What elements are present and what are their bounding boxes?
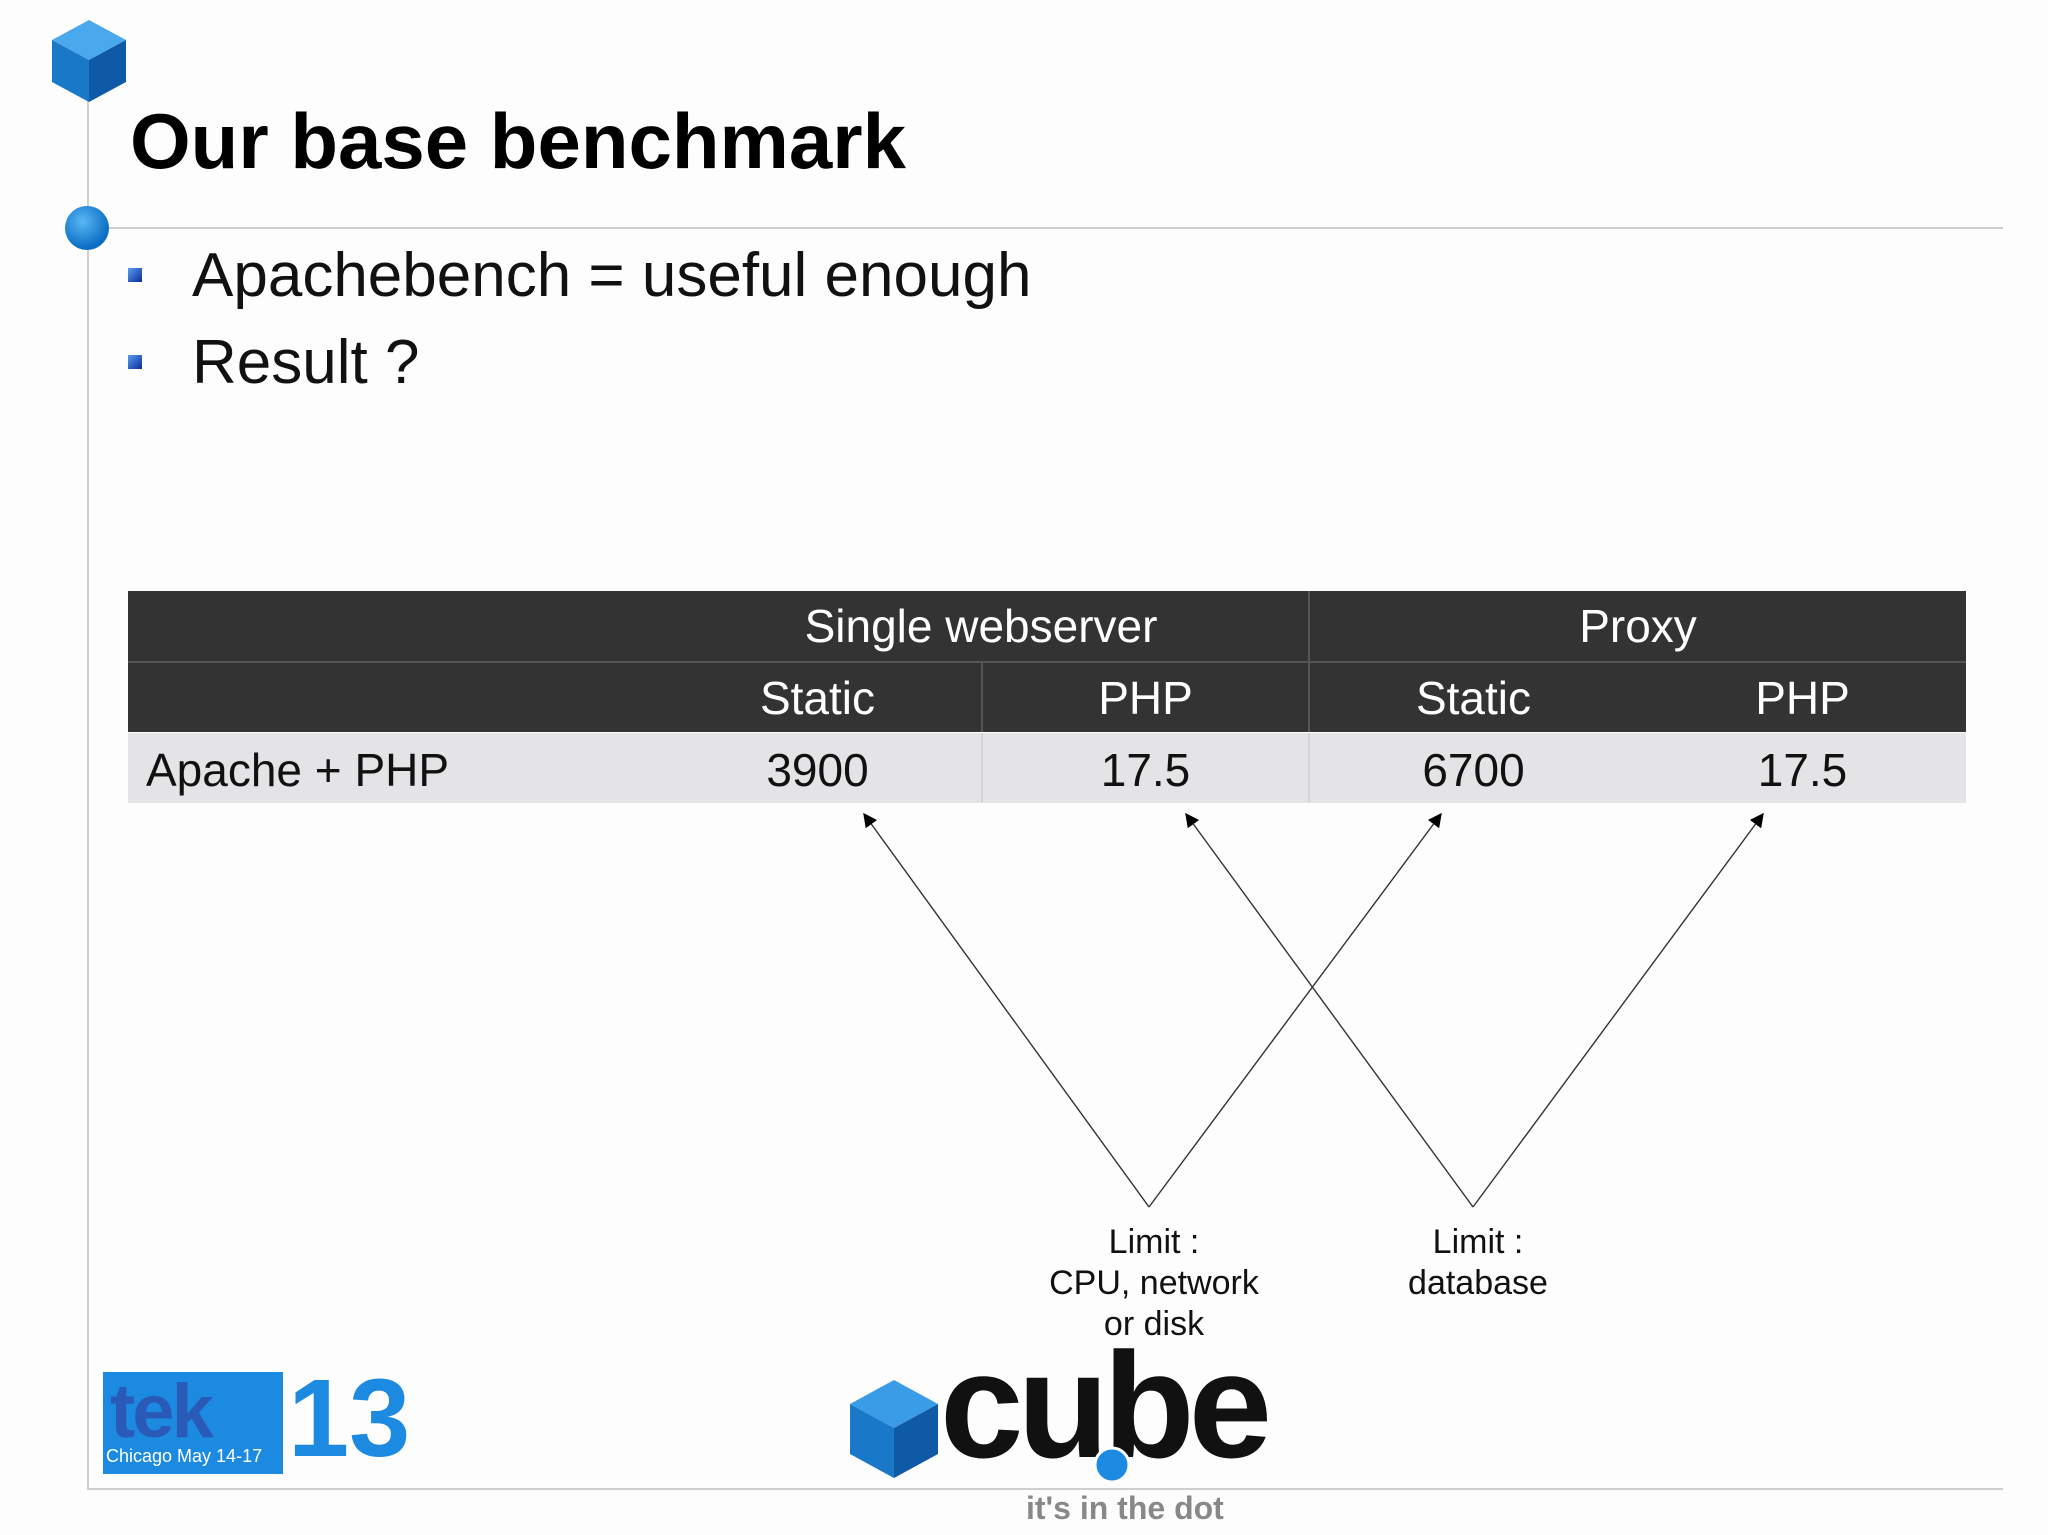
slide-title: Our base benchmark <box>130 97 906 185</box>
sub-header-php: PHP <box>1755 672 1850 724</box>
cell-value: 3900 <box>766 744 869 796</box>
column-divider <box>1308 591 1310 732</box>
limit-line: Limit : <box>1108 1223 1200 1261</box>
cell-value: 17.5 <box>1757 744 1848 796</box>
sub-header-static: Static <box>1415 672 1532 724</box>
limit-cpu-label: Limit : CPU, network or disk <box>1034 1222 1274 1345</box>
bullet-icon <box>128 268 142 282</box>
results-table: Single webserver Proxy Static PHP Static… <box>128 591 1966 804</box>
title-rule <box>88 227 2003 229</box>
table-group-header-row <box>128 591 1966 661</box>
table-sub-header-row <box>128 663 1966 732</box>
tek-word: tek <box>110 1369 214 1454</box>
cell-value: 6700 <box>1422 744 1525 796</box>
sub-header-php: PHP <box>1098 672 1193 724</box>
cube-dot-icon <box>1093 1446 1131 1484</box>
bullet-icon <box>128 355 142 369</box>
group-header-single-webserver: Single webserver <box>804 600 1158 652</box>
arrow-line <box>1185 812 1474 1208</box>
limit-line: database <box>1408 1264 1548 1302</box>
cell-value: 17.5 <box>1100 744 1191 796</box>
limit-line: or disk <box>1103 1305 1205 1343</box>
dot-icon <box>65 206 109 250</box>
cube-icon <box>52 20 126 102</box>
footer-rule <box>88 1488 2003 1490</box>
limit-database-label: Limit : database <box>1378 1222 1578 1304</box>
column-divider <box>1308 733 1310 803</box>
arrow-line <box>863 812 1150 1208</box>
arrow-line <box>1472 812 1764 1208</box>
bullet-item: Apachebench = useful enough <box>192 241 1032 310</box>
column-divider <box>981 663 983 732</box>
row-label: Apache + PHP <box>146 744 450 796</box>
header-separator <box>128 661 1966 663</box>
tek-date: Chicago May 14-17 <box>106 1446 263 1466</box>
sub-header-static: Static <box>759 672 876 724</box>
column-divider <box>981 733 983 803</box>
arrow-line <box>1148 812 1442 1208</box>
limit-line: CPU, network <box>1049 1264 1259 1302</box>
limit-line: Limit : <box>1432 1223 1524 1261</box>
tek13-logo <box>103 1372 283 1474</box>
cube-tagline: it's in the dot <box>1026 1490 1224 1526</box>
table-row <box>128 733 1966 803</box>
left-rule <box>87 95 89 1490</box>
bullet-item: Result ? <box>192 328 420 397</box>
cube-logo-icon <box>850 1380 938 1478</box>
tek-number: 13 <box>288 1357 411 1480</box>
group-header-proxy: Proxy <box>1579 600 1697 652</box>
